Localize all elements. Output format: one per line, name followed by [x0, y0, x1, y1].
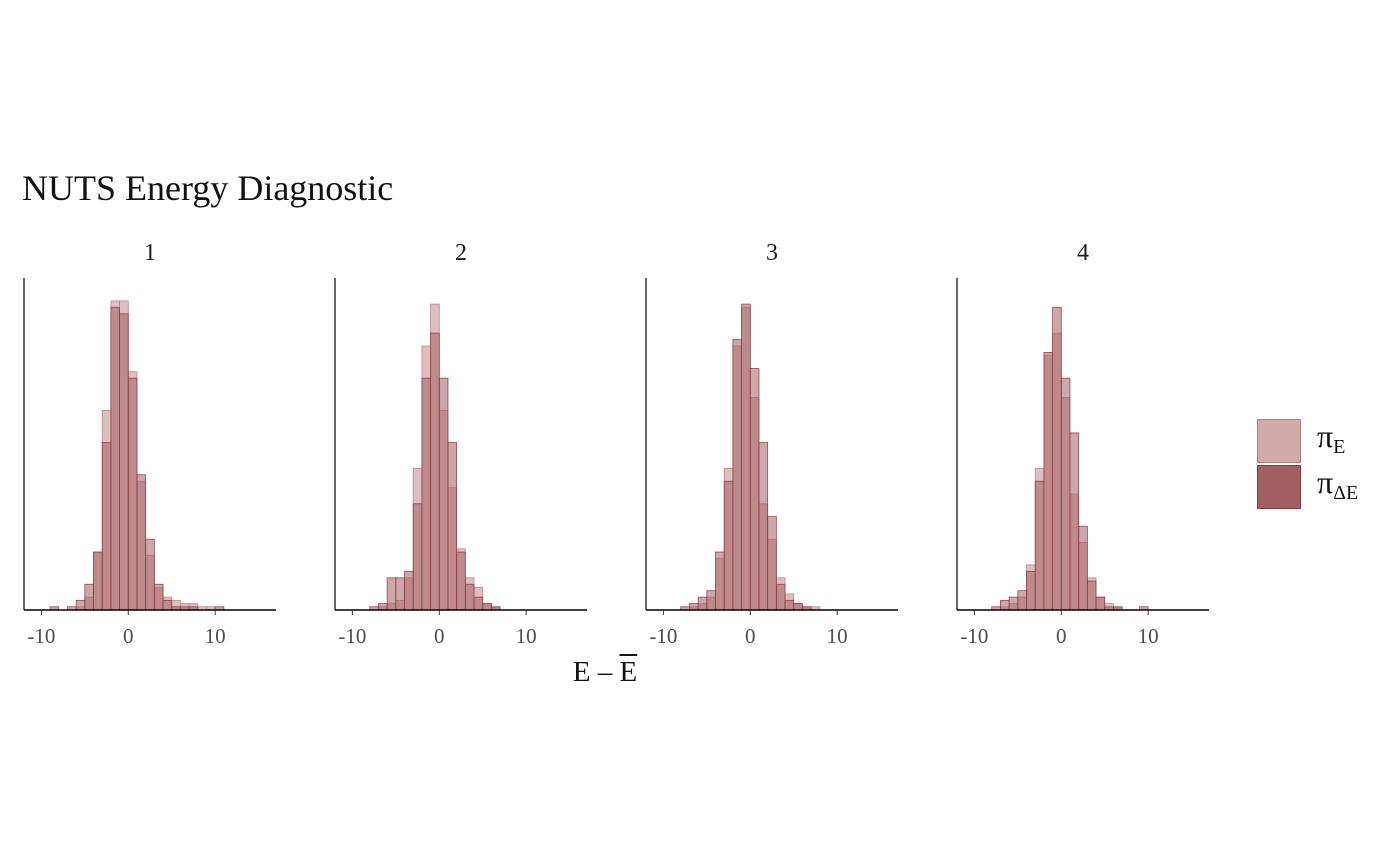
bar-pi-delta-e [1000, 599, 1010, 611]
bar-pi-delta-e [482, 603, 492, 611]
x-axis-label-text: E – [572, 656, 620, 688]
bar-pi-delta-e [1017, 590, 1027, 611]
bar-pi-delta-e [1078, 525, 1088, 611]
bar-pi-delta-e [793, 603, 803, 611]
bar-pi-delta-e [706, 590, 716, 611]
bar-pi-delta-e [430, 332, 440, 611]
bar-pi-delta-e [1069, 432, 1080, 611]
x-axis-label: E – E [560, 652, 650, 692]
facet-1: 1 -10 0 10 [23, 240, 276, 648]
bar-pi-delta-e [127, 377, 138, 611]
bar-pi-delta-e [1086, 580, 1097, 611]
bar-pi-delta-e [153, 583, 164, 611]
legend-key-pi-e [1257, 419, 1301, 463]
facet-label-4: 4 [1077, 240, 1089, 266]
bar-pi-delta-e [386, 577, 397, 611]
x-tick-label: 0 [1056, 624, 1067, 648]
bar-pi-delta-e [75, 599, 86, 611]
x-tick-label: 10 [516, 624, 537, 648]
x-tick-label: -10 [338, 624, 366, 648]
legend-item-pi-delta-e: πΔE [1257, 464, 1358, 510]
bar-pi-delta-e [378, 603, 388, 611]
bar-pi-delta-e [412, 503, 423, 611]
x-axis-label-mean: E [619, 656, 638, 688]
bar-pi-delta-e [438, 377, 449, 611]
x-tick-label: -10 [27, 624, 55, 648]
bar-pi-delta-e [1095, 596, 1106, 611]
x-tick-label: 10 [827, 624, 848, 648]
bar-pi-delta-e [395, 577, 405, 611]
x-tick-label: 0 [434, 624, 445, 648]
bar-pi-delta-e [749, 368, 760, 611]
bar-pi-delta-e [447, 442, 458, 611]
bar-pi-delta-e [697, 596, 708, 611]
facet-2: 2 -10 0 10 [334, 240, 587, 648]
x-tick-label: -10 [960, 624, 988, 648]
bar-pi-delta-e [110, 306, 120, 611]
legend-label-pi-delta-e: πΔE [1317, 463, 1359, 504]
bar-pi-delta-e [84, 583, 94, 611]
bar-pi-delta-e [101, 442, 112, 611]
facet-label-2: 2 [455, 240, 467, 266]
bar-pi-delta-e [775, 583, 786, 611]
bar-pi-delta-e [93, 551, 103, 611]
x-tick-label: 0 [745, 624, 756, 648]
legend-item-pi-e: πE [1257, 418, 1358, 464]
bar-pi-delta-e [1008, 596, 1019, 611]
bar-pi-delta-e [1026, 570, 1036, 611]
bar-pi-delta-e [758, 442, 769, 611]
chart-title: NUTS Energy Diagnostic [22, 168, 394, 208]
legend-label-pi-e: πE [1317, 417, 1346, 458]
bar-pi-delta-e [767, 516, 777, 611]
facet-4: 4 -10 0 10 [956, 240, 1209, 648]
bar-pi-delta-e [1060, 377, 1071, 611]
legend-key-pi-delta-e [1257, 465, 1301, 509]
bar-pi-delta-e [145, 538, 155, 611]
x-tick-label: 0 [123, 624, 134, 648]
facet-3: 3 -10 0 10 [645, 240, 898, 648]
x-tick-label: 10 [205, 624, 226, 648]
bar-pi-delta-e [1034, 480, 1045, 611]
bar-pi-delta-e [741, 303, 751, 611]
bar-pi-delta-e [689, 603, 699, 611]
facet-label-1: 1 [144, 240, 156, 266]
bar-pi-delta-e [723, 480, 734, 611]
x-tick-label: 10 [1138, 624, 1159, 648]
legend: πE πΔE [1257, 418, 1358, 510]
facet-label-3: 3 [766, 240, 778, 266]
bar-pi-delta-e [1043, 351, 1053, 611]
bar-pi-delta-e [732, 339, 742, 611]
bar-pi-delta-e [1052, 306, 1062, 611]
x-tick-label: -10 [649, 624, 677, 648]
bar-pi-delta-e [404, 570, 414, 611]
bar-pi-delta-e [162, 599, 173, 611]
bar-pi-delta-e [136, 474, 147, 611]
bar-pi-delta-e [473, 596, 484, 611]
bar-pi-delta-e [715, 551, 725, 611]
bar-pi-delta-e [784, 599, 795, 611]
bar-pi-delta-e [421, 377, 431, 611]
bar-pi-delta-e [464, 583, 475, 611]
bar-pi-delta-e [119, 313, 129, 611]
bar-pi-delta-e [456, 551, 466, 611]
